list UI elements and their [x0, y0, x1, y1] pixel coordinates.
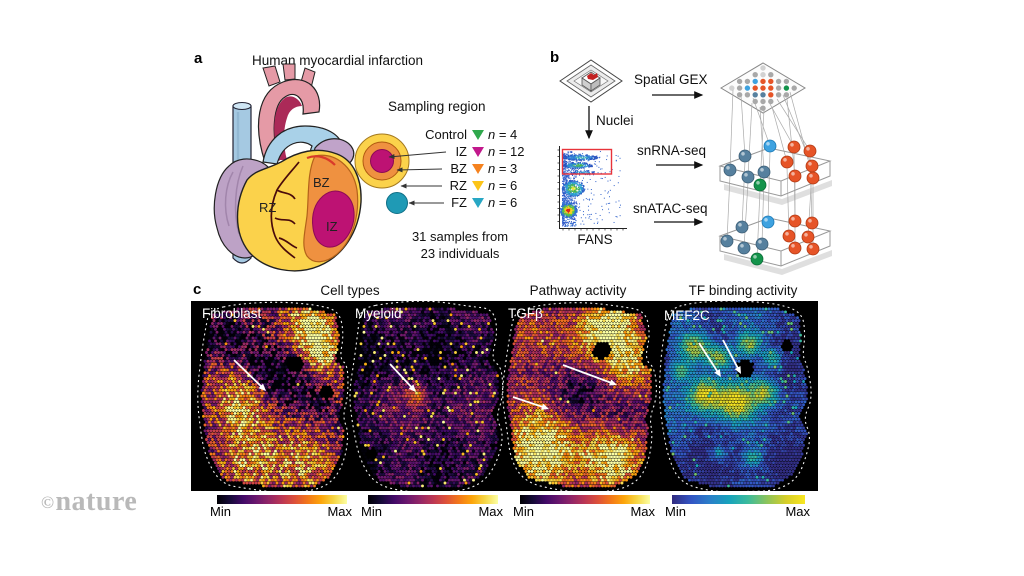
- legend-row-iz: IZ n = 12: [455, 144, 525, 159]
- aorta-branch: [262, 65, 281, 87]
- pointer-line-iz: [388, 151, 447, 160]
- heart-rz-label: RZ: [259, 200, 276, 215]
- triangle-icon: [472, 129, 484, 140]
- colorbar-myeloid: [368, 495, 498, 504]
- heart-ischaemic-zone: [312, 190, 355, 248]
- triangle-icon: [472, 163, 484, 174]
- header-cell-types: Cell types: [320, 283, 380, 298]
- map-label-mef2c: MEF2C: [664, 308, 710, 323]
- aorta-branch: [282, 63, 296, 81]
- colorbar-min-label: Min: [361, 504, 382, 519]
- tissue-section-icon: [587, 73, 598, 80]
- fans-flow-plot: [552, 144, 630, 234]
- spatial-maps-canvas: [191, 301, 818, 491]
- header-pathway-activity: Pathway activity: [529, 283, 627, 298]
- nature-watermark: ©nature: [41, 486, 138, 517]
- workflow-diagram: [559, 59, 832, 275]
- legend-row-control: Control n = 4: [425, 127, 518, 142]
- legend-row-bz: BZ n = 3: [450, 161, 518, 176]
- map-label-fibroblast: Fibroblast: [202, 306, 262, 321]
- colorbar-max-label: Max: [478, 504, 503, 519]
- sampling-diagram: [354, 133, 447, 214]
- heart-iz-label: IZ: [326, 219, 338, 234]
- heart-illustration: RZ BZ IZ: [213, 63, 362, 272]
- nuclei-spheres: [720, 139, 820, 266]
- sampling-ring-iz: [370, 149, 394, 173]
- pointer-line-bz: [396, 167, 443, 173]
- samples-note-line1: 31 samples from: [411, 229, 509, 244]
- fans-axis-label: FANS: [577, 232, 613, 247]
- legend-row-rz: RZ n = 6: [449, 178, 518, 193]
- panel-c-label: c: [193, 281, 202, 298]
- spatial-gex-label: Spatial GEX: [634, 72, 708, 87]
- header-tf-binding: TF binding activity: [688, 283, 798, 298]
- colorbar-tgfβ: [520, 495, 650, 504]
- sampling-circle-fz: [386, 192, 408, 214]
- colorbar-min-label: Min: [665, 504, 686, 519]
- colorbar-max-label: Max: [630, 504, 655, 519]
- triangle-icon: [472, 197, 484, 208]
- colorbar-max-label: Max: [785, 504, 810, 519]
- snrna-label: snRNA-seq: [637, 143, 707, 158]
- colorbar-mef2c: [672, 495, 805, 504]
- colorbar-max-label: Max: [327, 504, 352, 519]
- map-label-myeloid: Myeloid: [355, 306, 402, 321]
- triangle-icon: [472, 146, 484, 157]
- heart-bz-label: BZ: [313, 175, 330, 190]
- colorbar-min-label: Min: [513, 504, 534, 519]
- snatac-label: snATAC-seq: [633, 201, 708, 216]
- triangle-icon: [472, 180, 484, 191]
- panel-a-label: a: [194, 50, 203, 67]
- samples-note-line2: 23 individuals: [420, 246, 500, 261]
- nuclei-label: Nuclei: [596, 113, 634, 128]
- panel-b-label: b: [550, 49, 560, 66]
- coronary-arteries: [270, 161, 300, 259]
- sampling-region-title: Sampling region: [388, 99, 486, 114]
- map-label-tgfb: TGFβ: [508, 306, 543, 321]
- visium-slide-icon: [559, 59, 623, 103]
- legend-row-fz: FZ n = 6: [451, 195, 518, 210]
- spot-array: [720, 62, 806, 114]
- colorbar-fibroblast: [217, 495, 347, 504]
- colorbar-min-label: Min: [210, 504, 231, 519]
